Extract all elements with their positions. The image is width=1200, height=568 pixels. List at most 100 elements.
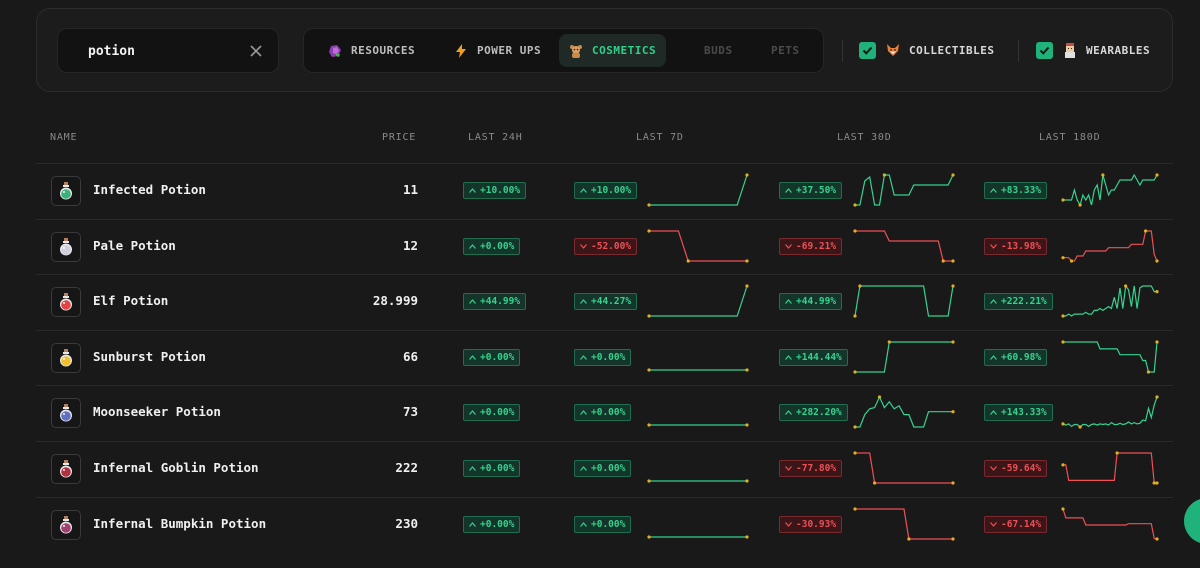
sparkline-point	[745, 423, 749, 427]
sparkline-path	[649, 174, 748, 206]
fox-icon	[885, 42, 901, 58]
sparkline-point	[1144, 228, 1148, 233]
sparkline-d180	[1061, 284, 1159, 318]
checkbox-collectibles[interactable]	[859, 41, 876, 59]
chevron-up-icon	[990, 352, 997, 363]
sparkline-point	[951, 410, 955, 414]
table-row[interactable]: Sunburst Potion 66 +0.00% +0.00% +144.44% +60…	[0, 330, 1200, 385]
sparkline-d30	[853, 284, 955, 318]
tab-power-ups[interactable]: POWER UPS	[444, 34, 551, 67]
table-row[interactable]: Infernal Bumpkin Potion 230 +0.00% +0.00% -3…	[0, 497, 1200, 552]
sparkline-point	[1061, 463, 1065, 467]
table-row[interactable]: Pale Potion 12 +0.00% -52.00% -69.21% -13.98%	[0, 219, 1200, 274]
change-value: -52.00%	[591, 240, 632, 252]
sparkline-point	[853, 506, 857, 511]
sparkline-point	[853, 425, 857, 429]
tab-label: BUDS	[704, 44, 733, 57]
change-value: +143.33%	[1001, 407, 1047, 419]
column-last-180d: LAST 180D	[1039, 132, 1101, 143]
table-row[interactable]: Moonseeker Potion 73 +0.00% +0.00% +282.20% +…	[0, 385, 1200, 440]
tab-pets[interactable]: PETS	[761, 34, 810, 67]
sparkline-point	[882, 173, 886, 177]
column-price: PRICE	[382, 132, 417, 143]
change-badge-d30: +44.99%	[779, 293, 843, 311]
sparkline-point	[853, 203, 857, 207]
potion-icon	[51, 287, 81, 318]
sparkline-d30	[853, 506, 955, 541]
change-value: +83.33%	[1001, 185, 1042, 196]
sparkline-point	[1124, 284, 1128, 288]
change-value: +44.27%	[591, 296, 632, 308]
tab-buds[interactable]: BUDS	[694, 34, 743, 67]
search-input[interactable]	[88, 41, 238, 61]
change-value: +0.00%	[480, 351, 515, 363]
row-divider	[36, 441, 1173, 442]
change-value: +44.99%	[480, 296, 521, 308]
table-row[interactable]: Infected Potion 11 +10.00% +10.00% +37.50% +8…	[0, 163, 1200, 218]
change-value: -67.14%	[1001, 518, 1042, 530]
change-value: +0.00%	[591, 463, 626, 474]
change-badge-d180: -13.98%	[984, 237, 1048, 255]
sparkline-point	[745, 534, 749, 539]
change-value: -69.21%	[796, 240, 837, 252]
change-value: -77.80%	[796, 463, 837, 474]
resource-gem-icon	[328, 44, 342, 58]
table-row[interactable]: Infernal Goblin Potion 222 +0.00% +0.00% -77…	[0, 441, 1200, 496]
chevron-down-icon	[785, 519, 792, 530]
change-badge-d30: +144.44%	[779, 348, 848, 366]
sparkline-point	[853, 370, 857, 374]
change-value: +0.00%	[480, 518, 515, 530]
collectibles-toggle[interactable]: COLLECTIBLES	[859, 40, 994, 60]
row-divider	[36, 218, 1173, 220]
collectibles-label: COLLECTIBLES	[909, 43, 995, 57]
table-header: NAME PRICE LAST 24H LAST 7D LAST 30D LAS…	[0, 132, 1200, 148]
floating-action-button[interactable]	[1184, 498, 1200, 544]
search-box[interactable]	[57, 28, 279, 73]
change-value: +0.00%	[591, 351, 626, 363]
sparkline-point	[951, 536, 955, 541]
wearables-label: WEARABLES	[1086, 43, 1151, 57]
change-badge-d24: +44.99%	[463, 293, 527, 311]
chevron-up-icon	[469, 519, 476, 530]
change-badge-d24: +0.00%	[463, 237, 521, 255]
change-badge-d180: -59.64%	[984, 460, 1048, 477]
change-value: +60.98%	[1001, 351, 1042, 363]
character-icon	[1062, 42, 1078, 58]
checkbox-wearables[interactable]	[1036, 41, 1053, 59]
sparkline-point	[951, 481, 955, 485]
tab-label: RESOURCES	[351, 44, 416, 57]
row-divider	[36, 496, 1173, 498]
table-row[interactable]: Elf Potion 28.999 +44.99% +44.27% +44.99% +22…	[0, 274, 1200, 329]
chevron-up-icon	[469, 241, 476, 252]
sparkline-point	[1061, 314, 1065, 318]
chevron-up-icon	[469, 463, 476, 474]
chevron-down-icon	[990, 241, 997, 252]
item-name: Sunburst Potion	[93, 348, 206, 364]
sparkline-path	[1063, 229, 1158, 262]
sparkline-d7	[647, 423, 749, 427]
chevron-up-icon	[580, 407, 587, 418]
item-price: 28.999	[372, 293, 418, 309]
chevron-down-icon	[990, 519, 997, 530]
row-divider	[36, 274, 1173, 276]
change-value: +0.00%	[480, 407, 515, 419]
chevron-up-icon	[469, 407, 476, 418]
change-badge-d180: +60.98%	[984, 348, 1048, 366]
sparkline-path	[1063, 284, 1157, 317]
change-value: +0.00%	[591, 407, 626, 419]
sparkline-point	[745, 479, 749, 483]
chevron-up-icon	[580, 296, 587, 307]
tab-resources[interactable]: RESOURCES	[318, 34, 425, 67]
tab-cosmetics[interactable]: COSMETICS	[559, 34, 667, 67]
change-badge-d30: +282.20%	[779, 404, 848, 422]
sparkline-point	[1061, 255, 1065, 259]
sparkline-point	[1155, 258, 1159, 263]
chevron-up-icon	[580, 463, 587, 474]
close-icon[interactable]	[246, 41, 266, 61]
sparkline-d180	[1061, 451, 1159, 485]
sparkline-d180	[1061, 173, 1159, 207]
potion-icon	[51, 398, 81, 429]
sparkline-d180	[1061, 228, 1159, 263]
wearables-toggle[interactable]: WEARABLES	[1036, 40, 1150, 60]
sparkline-d7	[647, 479, 749, 483]
